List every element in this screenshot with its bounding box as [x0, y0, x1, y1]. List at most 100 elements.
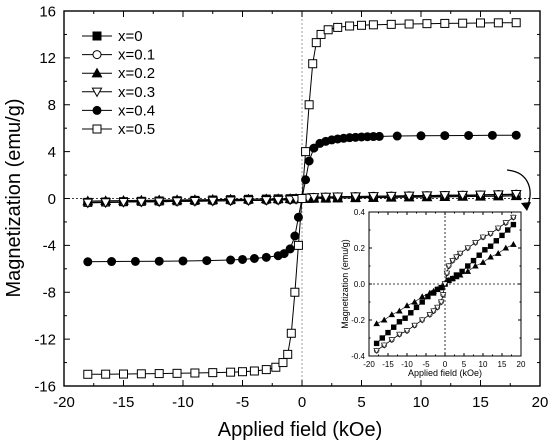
data-point — [272, 195, 284, 206]
data-point — [493, 18, 503, 28]
legend-item: x=0.3 — [82, 84, 155, 101]
data-point — [207, 196, 219, 207]
inset-x-axis-label: Applied field (kOe) — [408, 368, 482, 378]
data-point — [320, 192, 332, 203]
inset-data-point — [487, 243, 494, 249]
data-point — [83, 257, 93, 267]
inset-data-point — [456, 250, 464, 257]
data-point — [304, 100, 314, 110]
inset-data-point — [464, 268, 472, 274]
data-point — [367, 192, 379, 202]
data-point — [403, 191, 415, 202]
inset-data-point — [385, 329, 391, 336]
inset-data-point — [437, 284, 445, 291]
data-point — [332, 192, 344, 203]
legend-item: x=0.2 — [82, 65, 155, 82]
data-point — [189, 197, 201, 207]
data-point — [440, 18, 450, 28]
inset-data-point — [396, 307, 403, 314]
data-point — [439, 191, 451, 201]
inset-y-tick-label: -0.4 — [351, 352, 365, 361]
inset-data-point — [494, 250, 502, 256]
inset-data-point — [411, 322, 418, 329]
inset-data-point — [465, 263, 471, 269]
data-point — [278, 358, 288, 368]
data-point — [107, 257, 117, 267]
inset-y-tick-label: 0.4 — [354, 208, 366, 217]
x-axis-label: Applied field (kOe) — [218, 419, 383, 441]
data-point — [308, 59, 318, 69]
inset-data-point — [472, 262, 479, 269]
inset-data-point — [456, 271, 464, 278]
inset-data-point — [502, 244, 510, 251]
x-tick-label: -20 — [53, 394, 75, 411]
legend-item: x=0 — [82, 28, 143, 45]
data-point — [286, 328, 296, 338]
legend-swatch-marker — [91, 87, 103, 98]
inset-data-point — [388, 337, 396, 344]
inset-data-point — [510, 221, 517, 228]
data-point — [271, 362, 281, 372]
legend-label: x=0.5 — [118, 121, 155, 138]
data-point — [510, 189, 522, 200]
data-point — [260, 196, 272, 206]
data-point — [350, 192, 361, 203]
data-point — [226, 367, 236, 377]
y-tick-label: -12 — [34, 331, 56, 348]
data-point — [130, 256, 140, 266]
inset-x-tick-label: -5 — [422, 360, 430, 369]
inset-data-point — [396, 319, 403, 325]
data-point — [118, 197, 129, 208]
y-tick-label: -4 — [43, 238, 56, 255]
inset-data-point — [380, 342, 388, 349]
data-point — [178, 256, 188, 266]
data-point — [333, 22, 343, 32]
inset-data-point — [482, 247, 488, 253]
data-point — [136, 369, 146, 379]
data-point — [304, 156, 314, 166]
data-point — [464, 130, 474, 140]
data-point — [323, 25, 333, 35]
inset-data-point — [379, 335, 385, 341]
data-point — [101, 369, 111, 379]
data-point — [285, 244, 295, 254]
inset-data-point — [419, 299, 425, 305]
inset-data-point — [479, 259, 487, 265]
data-point — [226, 255, 236, 265]
inset-data-point — [396, 331, 403, 338]
inset-x-tick-label: -10 — [401, 360, 413, 369]
inset-data-point — [453, 254, 460, 261]
legend-label: x=0.4 — [118, 102, 155, 119]
inset-data-point — [437, 299, 445, 306]
x-tick-label: 5 — [357, 394, 365, 411]
x-tick-label: 15 — [472, 394, 489, 411]
inset-data-point — [494, 225, 502, 232]
inset-data-point — [390, 324, 397, 330]
data-point — [308, 193, 320, 203]
data-point — [290, 231, 300, 241]
inset-x-tick-label: 20 — [517, 360, 526, 369]
inset-series-x-0-3 — [373, 214, 517, 354]
legend-swatch-marker — [91, 67, 103, 78]
data-point — [119, 369, 128, 379]
data-point — [208, 368, 218, 378]
inset-data-point — [487, 231, 494, 237]
y-tick-label: 16 — [39, 3, 56, 20]
legend-swatch-marker — [92, 124, 102, 134]
data-point — [476, 18, 485, 28]
inset-data-point — [402, 315, 408, 321]
inset-data-point — [441, 281, 449, 288]
data-point — [202, 256, 212, 266]
x-tick-label: 20 — [532, 394, 549, 411]
inset-data-point — [434, 304, 441, 311]
inset-data-point — [426, 312, 434, 318]
data-point — [100, 198, 112, 209]
inset-data-point — [487, 253, 494, 260]
data-point — [243, 196, 254, 207]
inset-data-point — [413, 304, 420, 311]
inset-y-tick-label: 0.2 — [354, 244, 366, 253]
legend: x=0 x=0.1x=0.2 x=0.3x=0.4 x=0.5 — [82, 28, 155, 138]
x-tick-label: 0 — [298, 394, 306, 411]
data-point — [293, 240, 303, 250]
